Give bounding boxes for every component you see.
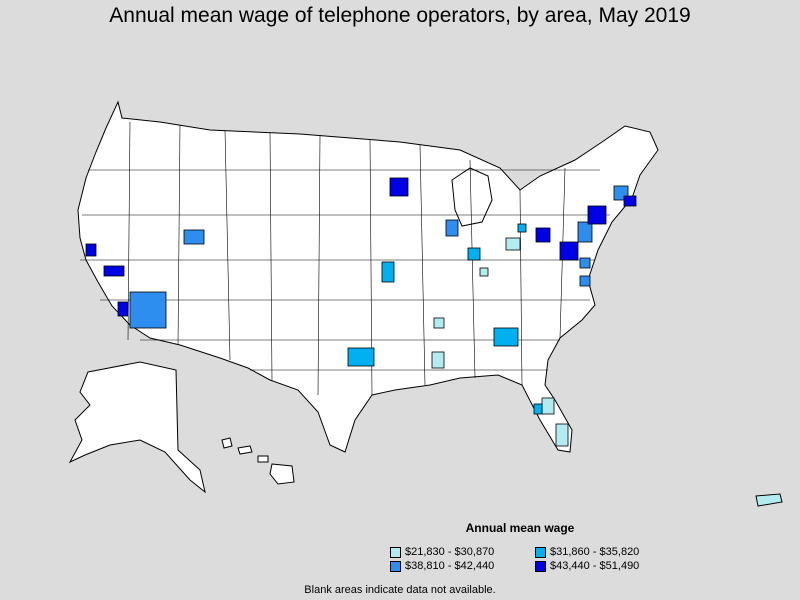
legend-swatch-3 xyxy=(390,560,401,572)
legend-label-2: $31,860 - $35,820 xyxy=(550,546,640,558)
legend-label-1: $21,830 - $30,870 xyxy=(405,546,495,558)
legend-item-1: $21,830 - $30,870 xyxy=(390,546,494,558)
legend-label-3: $38,810 - $42,440 xyxy=(405,560,495,572)
legend-item-3: $38,810 - $42,440 xyxy=(390,560,494,572)
legend-label-4: $43,440 - $51,490 xyxy=(550,560,640,572)
legend-item-2: $31,860 - $35,820 xyxy=(535,546,639,558)
map-title: Annual mean wage of telephone operators,… xyxy=(109,4,691,27)
footnote: Blank areas indicate data not available. xyxy=(304,584,496,596)
legend-swatch-1 xyxy=(390,546,401,558)
legend-item-4: $43,440 - $51,490 xyxy=(535,560,639,572)
hawaii xyxy=(221,437,295,485)
puerto-rico xyxy=(755,493,783,507)
legend-swatch-2 xyxy=(535,546,546,558)
legend-swatch-4 xyxy=(535,560,546,572)
legend-title: Annual mean wage xyxy=(465,521,575,535)
alaska xyxy=(68,361,206,494)
shaded-areas xyxy=(85,177,637,447)
michigan xyxy=(451,167,493,227)
